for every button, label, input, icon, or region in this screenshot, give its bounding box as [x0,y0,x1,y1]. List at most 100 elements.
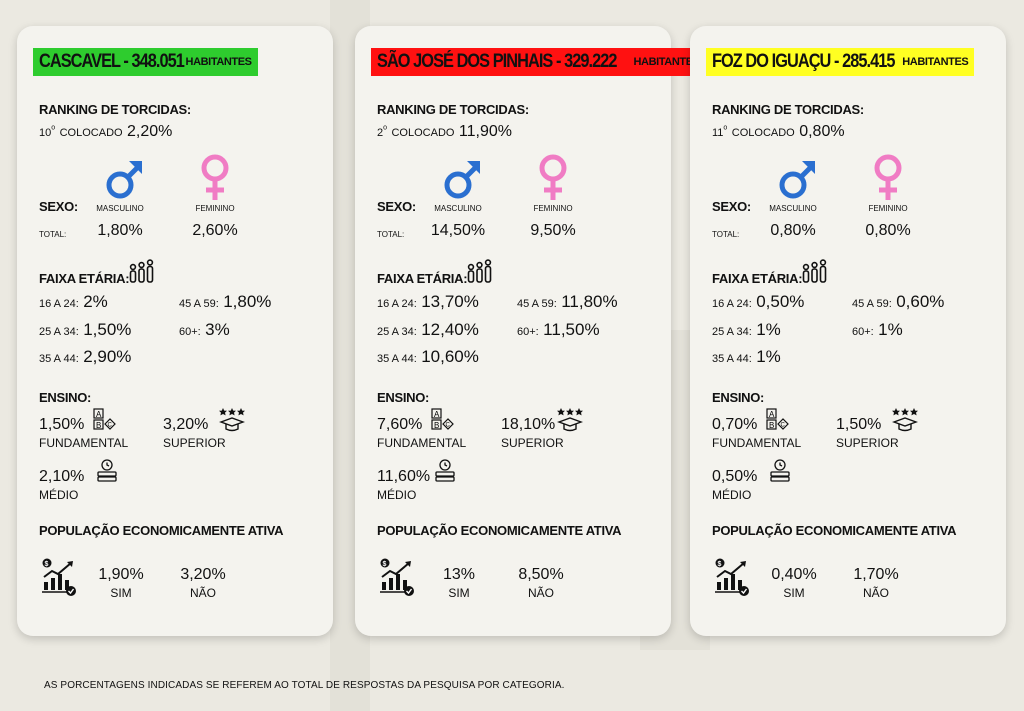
pea-nao-label: NÃO [189,586,216,600]
age-45-59: 45 A 59: 0,60% [852,292,945,311]
abc-blocks-icon: A B C [93,408,117,432]
age-35-44: 35 A 44: 1% [712,347,781,366]
female-percentage: 9,50% [530,222,576,239]
male-percentage: 1,80% [97,222,143,239]
pea-nao-label: NÃO [862,586,889,600]
pea-nao-percentage: 1,70% [853,566,899,583]
medio-percentage: 11,60% [377,468,431,485]
city-title-banner: CASCAVEL - 348.051 HABITANTES [33,48,258,76]
sexo-heading: SEXO: [712,199,751,214]
colocado-label: COLOCADO [59,127,123,139]
faixa-heading: FAIXA ETÁRIA: [39,271,130,286]
age-60-plus: 60+: 11,50% [517,320,600,339]
male-symbol-icon [778,158,818,200]
fundamental-percentage: 0,70% [712,416,758,433]
female-symbol-icon [537,154,569,202]
medio-label: MÉDIO [39,488,79,502]
growth-chart-icon: $ [714,558,750,596]
ranking-line: 2o COLOCADO 11,90% [377,123,512,141]
ensino-heading: ENSINO: [377,390,430,405]
fundamental-percentage: 1,50% [39,416,85,433]
habitantes-label: HABITANTES [633,56,700,68]
female-symbol-icon [199,154,231,202]
feminino-label: FEMININO [195,204,235,213]
ranking-line: 10o COLOCADO 2,20% [39,123,172,141]
svg-text:C: C [108,423,113,429]
people-age-icon [129,259,155,283]
superior-label: SUPERIOR [163,436,226,450]
female-percentage: 2,60% [192,222,238,239]
svg-text:A: A [434,410,440,419]
svg-text:C: C [781,423,786,429]
ranking-heading: RANKING DE TORCIDAS: [377,102,529,117]
ensino-heading: ENSINO: [712,390,765,405]
age-25-34: 25 A 34: 12,40% [377,320,479,339]
city-card-1: SÃO JOSÉ DOS PINHAIS - 329.222 HABITANTE… [355,26,706,636]
age-45-59: 45 A 59: 11,80% [517,292,618,311]
city-title-banner: SÃO JOSÉ DOS PINHAIS - 329.222 HABITANTE… [371,48,706,76]
medio-percentage: 2,10% [39,468,85,485]
total-label: TOTAL: [377,230,405,239]
fundamental-label: FUNDAMENTAL [39,436,129,450]
ranking-heading: RANKING DE TORCIDAS: [712,102,864,117]
rank-position: 11 [712,127,724,139]
sexo-heading: SEXO: [39,199,78,214]
pea-nao-label: NÃO [527,586,554,600]
pea-nao-percentage: 3,20% [180,566,226,583]
masculino-label: MASCULINO [769,204,817,213]
people-age-icon [467,259,493,283]
colocado-label: COLOCADO [731,127,795,139]
male-symbol-icon [105,158,145,200]
abc-blocks-icon: A B C [431,408,455,432]
pea-heading: POPULAÇÃO ECONOMICAMENTE ATIVA [712,523,957,538]
books-clock-icon [768,459,792,483]
city-card-2: FOZ DO IGUAÇU - 285.415 HABITANTES RANKI… [690,26,1006,636]
pea-heading: POPULAÇÃO ECONOMICAMENTE ATIVA [39,523,284,538]
total-label: TOTAL: [39,230,67,239]
medio-label: MÉDIO [377,488,417,502]
books-clock-icon [433,459,457,483]
svg-text:A: A [96,410,102,419]
total-label: TOTAL: [712,230,740,239]
footnote: AS PORCENTAGENS INDICADAS SE REFEREM AO … [44,680,565,691]
svg-text:$: $ [383,561,387,568]
svg-text:$: $ [718,561,722,568]
fundamental-percentage: 7,60% [377,416,423,433]
age-25-34: 25 A 34: 1% [712,320,781,339]
growth-chart-icon: $ [41,558,77,596]
svg-text:A: A [769,410,775,419]
female-symbol-icon [872,154,904,202]
graduation-cap-icon [219,407,245,433]
age-35-44: 35 A 44: 2,90% [39,347,132,366]
feminino-label: FEMININO [868,204,908,213]
male-symbol-icon [443,158,483,200]
city-title: FOZ DO IGUAÇU - 285.415 [712,51,895,72]
habitantes-label: HABITANTES [185,56,252,68]
faixa-heading: FAIXA ETÁRIA: [377,271,468,286]
growth-chart-icon: $ [379,558,415,596]
medio-percentage: 0,50% [712,468,758,485]
superior-percentage: 1,50% [836,416,882,433]
age-60-plus: 60+: 1% [852,320,903,339]
age-25-34: 25 A 34: 1,50% [39,320,132,339]
rank-percentage: 11,90% [458,123,512,140]
ensino-heading: ENSINO: [39,390,92,405]
age-35-44: 35 A 44: 10,60% [377,347,479,366]
pea-sim-label: SIM [110,586,132,600]
ranking-line: 11o COLOCADO 0,80% [712,123,845,141]
abc-blocks-icon: A B C [766,408,790,432]
city-title: SÃO JOSÉ DOS PINHAIS - 329.222 [377,51,617,72]
rank-position: 2 [377,127,384,139]
svg-text:C: C [446,423,451,429]
faixa-heading: FAIXA ETÁRIA: [712,271,803,286]
svg-text:B: B [434,421,439,430]
pea-sim-label: SIM [448,586,470,600]
superior-label: SUPERIOR [501,436,564,450]
rank-percentage: 2,20% [127,123,173,140]
fundamental-label: FUNDAMENTAL [712,436,802,450]
rank-ordinal: o [51,124,56,132]
rank-ordinal: o [383,124,388,132]
masculino-label: MASCULINO [434,204,482,213]
pea-nao-percentage: 8,50% [518,566,564,583]
feminino-label: FEMININO [533,204,573,213]
